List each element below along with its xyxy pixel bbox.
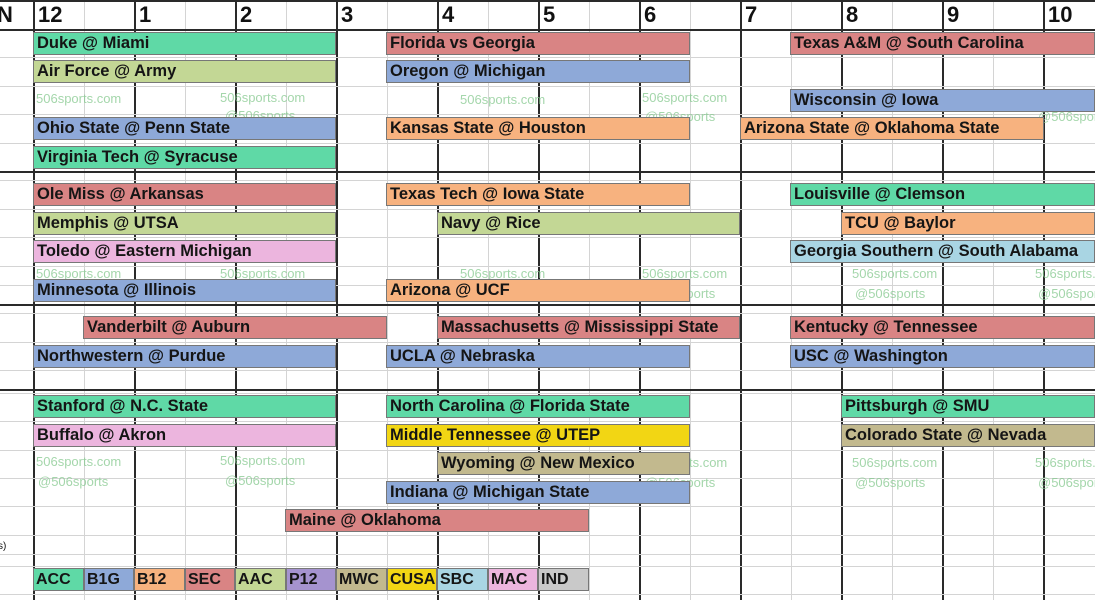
game-bar[interactable]: Texas Tech @ Iowa State — [386, 183, 690, 206]
hour-label-6: 6 — [644, 2, 657, 27]
hour-label-10: 10 — [1048, 2, 1073, 27]
game-bar[interactable]: Northwestern @ Purdue — [33, 345, 336, 368]
game-bar[interactable]: Arizona State @ Oklahoma State — [740, 117, 1044, 140]
game-bar[interactable]: Colorado State @ Nevada — [841, 424, 1095, 447]
hour-label-2: 2 — [240, 2, 253, 27]
hour-label-8: 8 — [846, 2, 859, 27]
hour-label-9: 9 — [947, 2, 960, 27]
game-bar[interactable]: Ole Miss @ Arkansas — [33, 183, 336, 206]
hour-label-3: 3 — [341, 2, 354, 27]
game-bar[interactable]: Vanderbilt @ Auburn — [83, 316, 387, 339]
game-bar[interactable]: Duke @ Miami — [33, 32, 336, 55]
legend-item-sec: SEC — [185, 568, 235, 591]
game-bar[interactable]: Kentucky @ Tennessee — [790, 316, 1095, 339]
game-bar[interactable]: Louisville @ Clemson — [790, 183, 1095, 206]
game-bar[interactable]: Florida vs Georgia — [386, 32, 690, 55]
game-bar[interactable]: Massachusetts @ Mississippi State — [437, 316, 740, 339]
legend-item-aac: AAC — [235, 568, 286, 591]
game-bar[interactable]: Virginia Tech @ Syracuse — [33, 146, 336, 169]
legend-item-p12: P12 — [286, 568, 336, 591]
game-bar[interactable]: Pittsburgh @ SMU — [841, 395, 1095, 418]
game-bar[interactable]: Wisconsin @ Iowa — [790, 89, 1095, 112]
game-bar[interactable]: Arizona @ UCF — [386, 279, 690, 302]
legend-item-ind: IND — [538, 568, 589, 591]
hour-label-12: 12 — [38, 2, 63, 27]
legend-item-mwc: MWC — [336, 568, 387, 591]
partial-column-label: N — [0, 2, 13, 27]
game-bar[interactable]: Texas A&M @ South Carolina — [790, 32, 1095, 55]
legend-item-b1g: B1G — [84, 568, 134, 591]
game-bar[interactable]: Wyoming @ New Mexico — [437, 452, 690, 475]
game-bar[interactable]: Georgia Southern @ South Alabama — [790, 240, 1095, 263]
legend-item-cusa: CUSA — [387, 568, 437, 591]
game-bar[interactable]: Kansas State @ Houston — [386, 117, 690, 140]
game-bar[interactable]: USC @ Washington — [790, 345, 1095, 368]
game-bar[interactable]: Toledo @ Eastern Michigan — [33, 240, 336, 263]
legend-item-b12: B12 — [134, 568, 185, 591]
hour-label-5: 5 — [543, 2, 556, 27]
game-bar[interactable]: North Carolina @ Florida State — [386, 395, 690, 418]
legend-item-acc: ACC — [33, 568, 84, 591]
game-bar[interactable]: Middle Tennessee @ UTEP — [386, 424, 690, 447]
hour-label-4: 4 — [442, 2, 455, 27]
game-bar[interactable]: Maine @ Oklahoma — [285, 509, 589, 532]
game-bar[interactable]: Indiana @ Michigan State — [386, 481, 690, 504]
legend-item-mac: MAC — [488, 568, 538, 591]
game-bar[interactable]: Minnesota @ Illinois — [33, 279, 336, 302]
legend-partial-label: s) — [0, 541, 7, 552]
game-bar[interactable]: TCU @ Baylor — [841, 212, 1095, 235]
game-bar[interactable]: Memphis @ UTSA — [33, 212, 336, 235]
hour-label-7: 7 — [745, 2, 758, 27]
game-bar[interactable]: Ohio State @ Penn State — [33, 117, 336, 140]
game-bar[interactable]: Oregon @ Michigan — [386, 60, 690, 83]
game-bar[interactable]: Stanford @ N.C. State — [33, 395, 336, 418]
legend-item-sbc: SBC — [437, 568, 488, 591]
game-bar[interactable]: Air Force @ Army — [33, 60, 336, 83]
game-bar[interactable]: Navy @ Rice — [437, 212, 740, 235]
game-bar[interactable]: UCLA @ Nebraska — [386, 345, 690, 368]
hour-label-1: 1 — [139, 2, 152, 27]
game-bar[interactable]: Buffalo @ Akron — [33, 424, 336, 447]
